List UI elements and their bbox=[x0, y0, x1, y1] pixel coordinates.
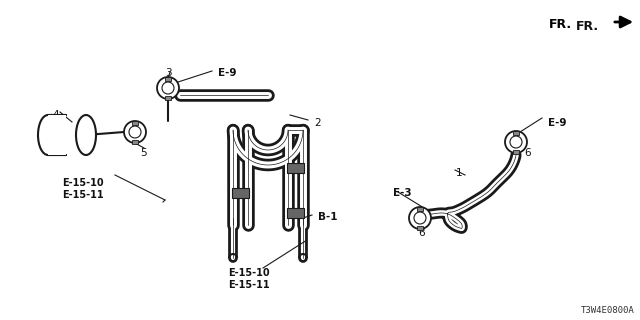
Text: E-3: E-3 bbox=[393, 188, 412, 198]
Ellipse shape bbox=[76, 115, 96, 155]
Text: 2: 2 bbox=[314, 118, 321, 128]
Text: E-9: E-9 bbox=[218, 68, 237, 78]
Text: 3: 3 bbox=[165, 68, 172, 78]
Text: FR.: FR. bbox=[576, 20, 599, 33]
FancyBboxPatch shape bbox=[513, 150, 519, 154]
Text: 1: 1 bbox=[456, 168, 463, 178]
Text: T3W4E0800A: T3W4E0800A bbox=[581, 306, 635, 315]
Text: 6: 6 bbox=[524, 148, 531, 158]
Circle shape bbox=[124, 121, 146, 143]
FancyBboxPatch shape bbox=[165, 77, 171, 81]
Circle shape bbox=[129, 126, 141, 138]
Circle shape bbox=[510, 136, 522, 148]
Text: 6: 6 bbox=[418, 228, 424, 238]
FancyBboxPatch shape bbox=[165, 96, 171, 100]
FancyBboxPatch shape bbox=[417, 226, 423, 230]
Circle shape bbox=[409, 207, 431, 229]
FancyBboxPatch shape bbox=[48, 115, 66, 155]
Text: E-9: E-9 bbox=[548, 118, 566, 128]
Text: B-1: B-1 bbox=[318, 212, 337, 222]
Circle shape bbox=[505, 131, 527, 153]
Circle shape bbox=[162, 82, 174, 94]
FancyBboxPatch shape bbox=[287, 163, 304, 173]
FancyBboxPatch shape bbox=[513, 131, 519, 135]
Text: 5: 5 bbox=[140, 148, 147, 158]
Text: E-15-10
E-15-11: E-15-10 E-15-11 bbox=[62, 178, 104, 200]
Text: E-15-10
E-15-11: E-15-10 E-15-11 bbox=[228, 268, 269, 290]
Circle shape bbox=[157, 77, 179, 99]
Circle shape bbox=[414, 212, 426, 224]
FancyBboxPatch shape bbox=[132, 121, 138, 125]
Text: FR.: FR. bbox=[549, 18, 572, 31]
FancyBboxPatch shape bbox=[132, 140, 138, 144]
FancyBboxPatch shape bbox=[232, 188, 249, 198]
FancyBboxPatch shape bbox=[417, 207, 423, 211]
FancyBboxPatch shape bbox=[287, 208, 304, 218]
Text: 4: 4 bbox=[52, 110, 59, 120]
